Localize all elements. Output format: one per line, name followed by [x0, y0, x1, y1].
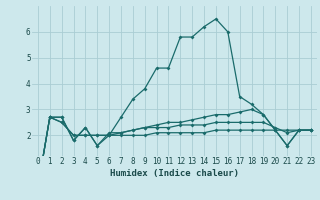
- X-axis label: Humidex (Indice chaleur): Humidex (Indice chaleur): [110, 169, 239, 178]
